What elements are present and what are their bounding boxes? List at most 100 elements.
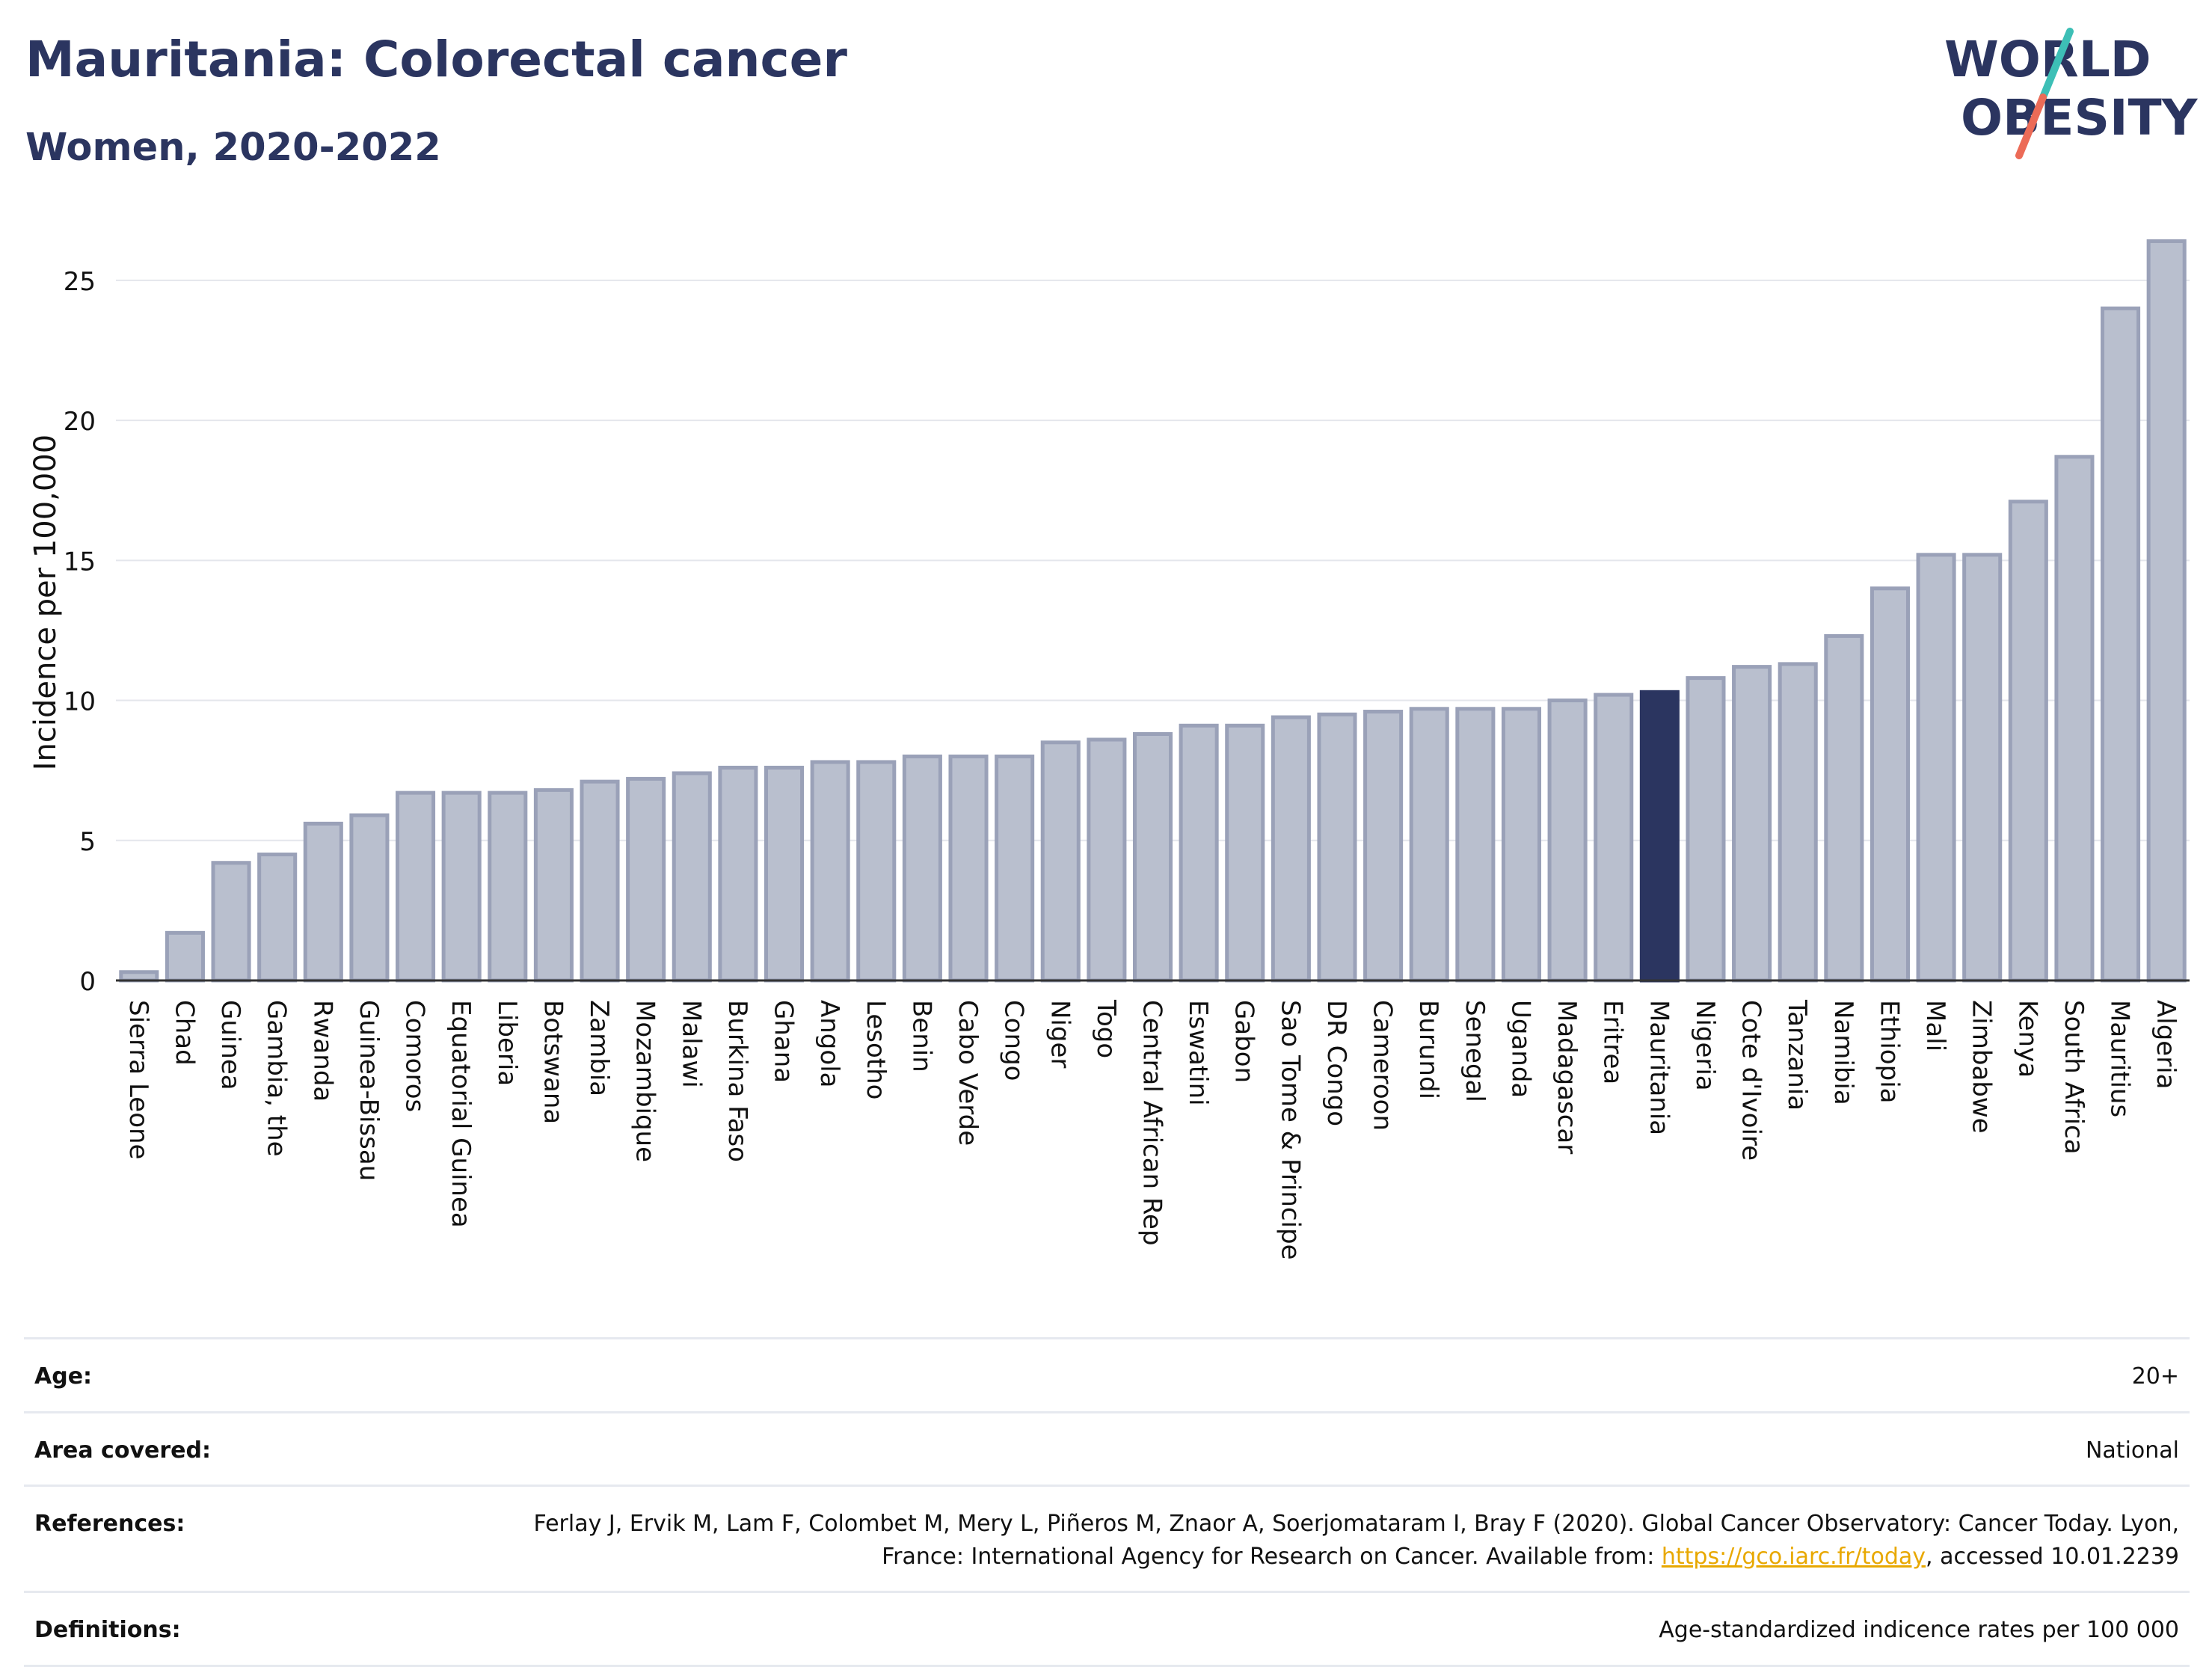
bar <box>718 765 758 983</box>
x-tick-label: Ghana <box>769 1000 799 1083</box>
bar <box>1317 712 1357 983</box>
bar <box>1271 715 1311 983</box>
bar <box>1686 676 1726 983</box>
bar <box>856 760 897 983</box>
x-tick-label: Kenya <box>2012 1000 2042 1078</box>
x-tick-label: Benin <box>906 1000 936 1072</box>
bar <box>1962 553 2003 983</box>
bar <box>626 776 666 983</box>
y-tick-label: 0 <box>79 967 96 997</box>
logo-word-obesity: OBESITY <box>1961 89 2199 147</box>
bar <box>441 790 482 983</box>
bar <box>2146 239 2187 983</box>
bar <box>1179 723 1219 983</box>
references-accessed: , accessed 10.01.2239 <box>1926 1543 2179 1570</box>
bar <box>1087 737 1127 983</box>
bar <box>257 853 298 983</box>
bar <box>2008 500 2048 983</box>
chart-title: Mauritania: Colorectal cancer <box>25 31 847 88</box>
x-tick-label: Sierra Leone <box>123 1000 153 1159</box>
x-tick-label: Gabon <box>1229 1000 1259 1083</box>
meta-row-references: References: Ferlay J, Ervik M, Lam F, Co… <box>24 1485 2190 1591</box>
x-tick-label: Algeria <box>2151 1000 2181 1089</box>
y-tick-label: 5 <box>79 827 96 857</box>
bar <box>165 930 205 983</box>
x-tick-label: Niger <box>1045 1000 1075 1068</box>
bar <box>2054 455 2095 983</box>
x-tick-label: Burundi <box>1413 1000 1443 1099</box>
bar-chart: 0 5 10 15 20 25 Incidence per 100,000 Sierra Le… <box>28 239 2190 1260</box>
x-tick-label: Tanzania <box>1782 999 1812 1111</box>
meta-row-age: Age: 20+ <box>24 1337 2190 1411</box>
bar <box>1455 707 1496 983</box>
y-tick-label: 25 <box>64 267 96 297</box>
bar <box>488 790 528 983</box>
x-tick-label: Lesotho <box>861 1000 891 1099</box>
x-tick-label: Burkina Faso <box>722 1000 752 1162</box>
x-tick-label: Ethiopia <box>1874 1000 1904 1103</box>
logo-slash-red <box>2015 93 2047 159</box>
references-value: Ferlay J, Ervik M, Lam F, Colombet M, Me… <box>459 1508 2179 1573</box>
area-label: Area covered: <box>34 1437 211 1464</box>
bar-highlight <box>1639 690 1680 983</box>
references-label: References: <box>34 1511 185 1537</box>
x-tick-label: South Africa <box>2059 1000 2089 1155</box>
x-tick-label: Cameroon <box>1368 1000 1398 1131</box>
bar <box>1132 731 1173 983</box>
x-tick-label: Senegal <box>1460 1000 1490 1102</box>
definitions-value: Age-standardized indicence rates per 100… <box>1659 1617 2179 1643</box>
chart-subtitle: Women, 2020-2022 <box>25 126 441 170</box>
x-tick-label: Central African Rep <box>1137 1000 1167 1246</box>
bar <box>303 821 343 983</box>
x-tick-label: Mauritania <box>1644 1000 1674 1135</box>
bar <box>902 754 942 983</box>
bar <box>1594 693 1634 983</box>
y-tick-label: 15 <box>64 547 96 577</box>
x-tick-label: Cote d'Ivoire <box>1736 1000 1766 1161</box>
bar <box>1501 707 1542 983</box>
bar <box>533 788 574 983</box>
x-tick-label: Botswana <box>538 1000 568 1124</box>
meta-row-definitions: Definitions: Age-standardized indicence … <box>24 1591 2190 1667</box>
bar <box>764 765 805 983</box>
x-tick-label: Rwanda <box>307 1000 337 1102</box>
metadata-table: Age: 20+ Area covered: National Referenc… <box>24 1337 2190 1667</box>
bar <box>948 754 989 983</box>
bar <box>1225 723 1265 983</box>
x-tick-label: Sao Tome & Principe <box>1275 1000 1305 1260</box>
x-tick-label: Angola <box>814 1000 844 1087</box>
x-tick-label: Guinea <box>215 1000 245 1090</box>
x-tick-label: Gambia, the <box>262 1000 292 1157</box>
x-tick-label: Cabo Verde <box>953 1000 983 1146</box>
x-tick-label: Madagascar <box>1552 1000 1582 1154</box>
x-tick-label: Namibia <box>1828 1000 1858 1105</box>
x-tick-label: Eritrea <box>1598 1000 1628 1084</box>
x-tick-label: Mauritius <box>2105 1000 2135 1117</box>
references-link[interactable]: https://gco.iarc.fr/today <box>1661 1543 1926 1570</box>
x-tick-label: DR Congo <box>1321 1000 1351 1126</box>
bar <box>1824 633 1864 983</box>
meta-row-area: Area covered: National <box>24 1410 2190 1485</box>
x-tick-label: Uganda <box>1505 1000 1535 1098</box>
bar <box>1363 710 1404 983</box>
x-tick-label: Zambia <box>584 1000 614 1096</box>
bar <box>349 813 390 983</box>
x-tick-label: Malawi <box>676 1000 706 1088</box>
bar <box>1547 699 1588 983</box>
references-text: Ferlay J, Ervik M, Lam F, Colombet M, Me… <box>533 1511 2179 1570</box>
age-value: 20+ <box>2131 1363 2179 1390</box>
y-tick-label: 20 <box>64 407 96 437</box>
bar <box>1916 553 1956 983</box>
bar <box>2101 306 2141 983</box>
bar <box>672 771 712 983</box>
bar <box>810 760 850 983</box>
x-tick-label: Guinea-Bissau <box>354 1000 384 1181</box>
bar <box>995 754 1035 983</box>
x-tick-label: Chad <box>169 1000 199 1066</box>
bar <box>1409 707 1449 983</box>
x-tick-label: Mali <box>1920 1000 1950 1052</box>
bar <box>1040 740 1081 983</box>
bar <box>119 970 159 983</box>
x-tick-label: Nigeria <box>1690 1000 1720 1091</box>
x-tick-label: Congo <box>999 1000 1029 1081</box>
